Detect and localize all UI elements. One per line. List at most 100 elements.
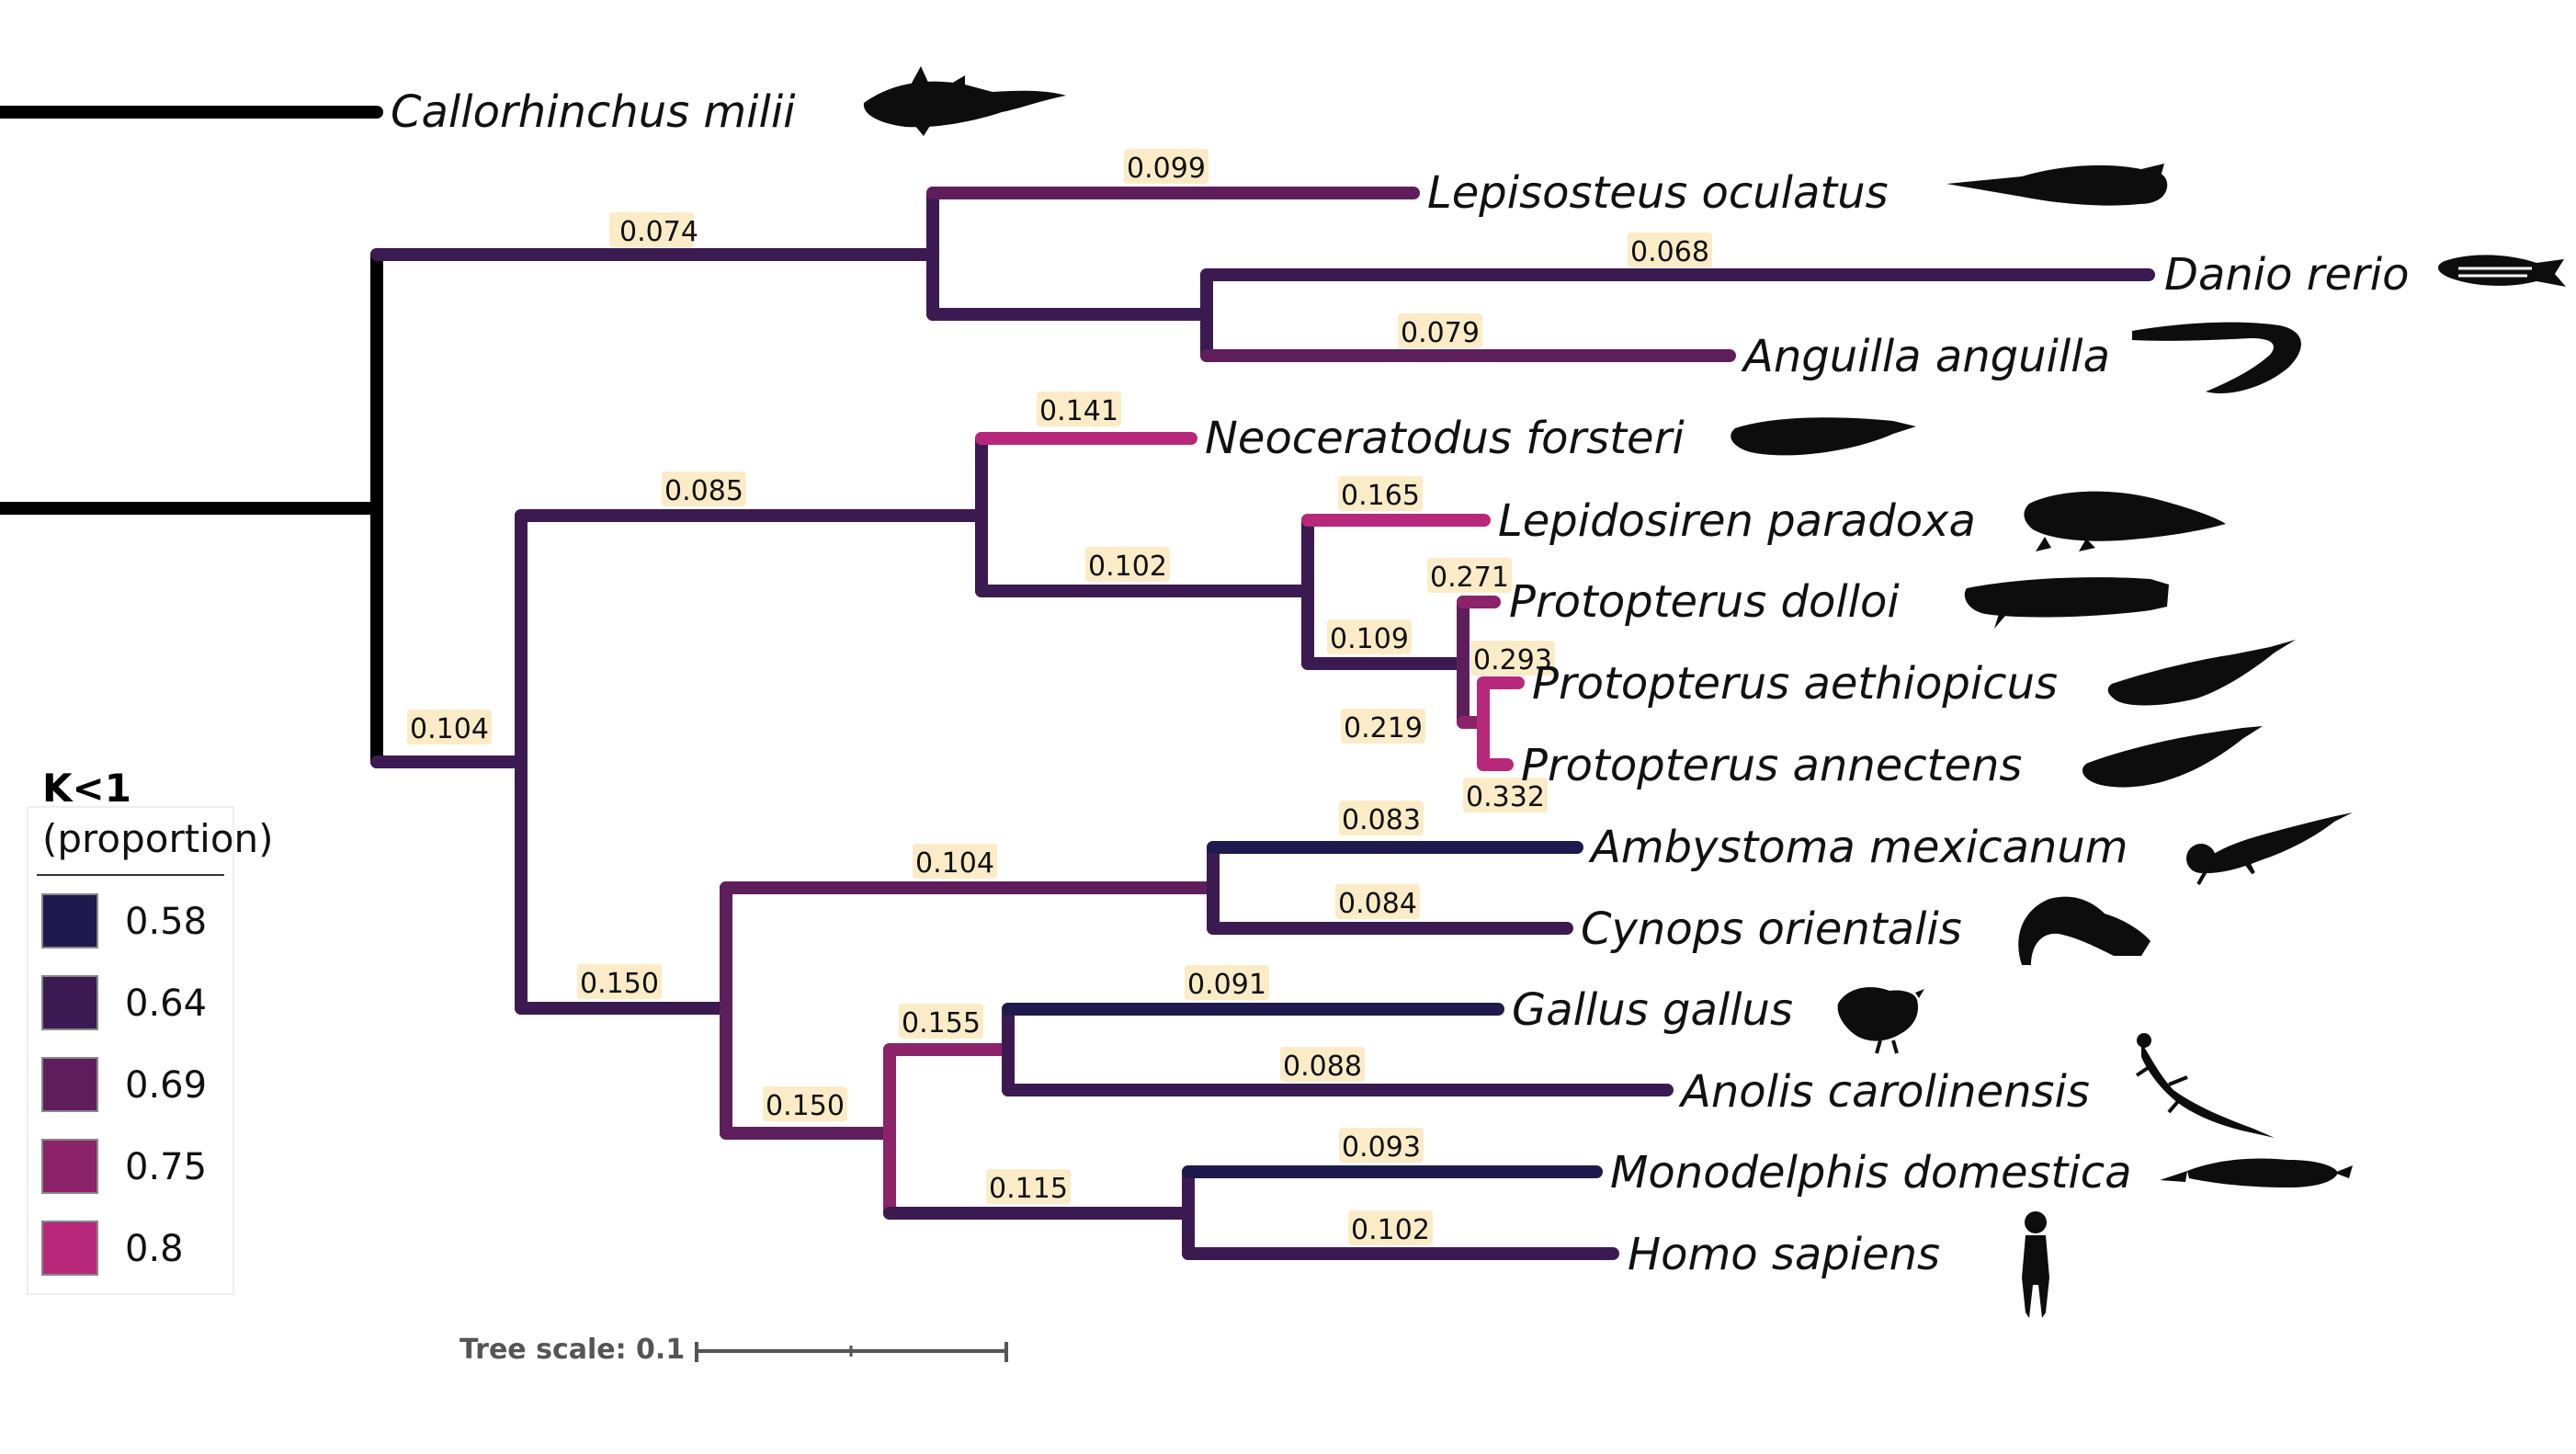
chimaera-icon: [863, 66, 1066, 136]
legend-value-2: 0.69: [125, 1064, 207, 1107]
taxon-label-p-dolloi: Protopterus dolloi: [1509, 576, 1900, 628]
branch-label-p-aethiopicus: 0.293: [1470, 641, 1555, 676]
taxon-label-neoceratodus: Neoceratodus forsteri: [1205, 413, 1685, 464]
branch-label-amphibia: 0.104: [913, 844, 997, 880]
newt-icon: [2018, 896, 2150, 965]
branch-label-monodelphis: 0.093: [1339, 1128, 1424, 1164]
branch-label-text: 0.102: [1088, 551, 1167, 583]
branch-label-text: 0.155: [902, 1007, 981, 1039]
branch-label-tetrapoda: 0.150: [577, 964, 662, 1000]
branch-label-p-dolloi: 0.271: [1427, 558, 1512, 594]
branch-label-protopterus: 0.109: [1327, 619, 1412, 655]
branch-label-cynops: 0.084: [1335, 884, 1420, 920]
branch-label-actinopterygii: 0.074: [609, 212, 698, 248]
branch-label-text: 0.068: [1630, 236, 1709, 268]
branch-label-text: 0.085: [664, 475, 743, 507]
taxon-label-monodelphis: Monodelphis domestica: [1610, 1147, 2132, 1198]
taxon-label-anguilla: Anguilla anguilla: [1741, 331, 2110, 382]
branch-label-text: 0.115: [989, 1173, 1068, 1205]
branch-label-text: 0.088: [1283, 1051, 1362, 1083]
legend-value-1: 0.64: [125, 983, 207, 1025]
branch-label-text: 0.150: [766, 1090, 845, 1122]
legend-frame: [27, 806, 234, 1295]
taxon-label-lepisosteus: Lepisosteus oculatus: [1427, 167, 1889, 219]
lungfish-icon: [1731, 417, 1916, 456]
branch-label-text: 0.109: [1330, 623, 1409, 655]
taxon-label-cynops: Cynops orientalis: [1581, 903, 1962, 955]
branch-label-anguilla: 0.079: [1398, 313, 1482, 349]
taxon-label-ambystoma: Ambystoma mexicanum: [1588, 822, 2128, 873]
taxon-label-homo: Homo sapiens: [1628, 1229, 1940, 1280]
chicken-icon: [1837, 987, 1924, 1054]
branch-label-neoceratodus: 0.141: [1037, 392, 1121, 427]
branch-label-text: 0.332: [1466, 781, 1545, 813]
legend-value-0: 0.58: [125, 901, 207, 943]
branch-label-lepisosteus: 0.099: [1124, 149, 1209, 185]
tree-scale-label: Tree scale: 0.1: [460, 1334, 685, 1366]
branch-label-text: 0.293: [1473, 644, 1552, 676]
tree-scale: Tree scale: 0.1: [460, 1334, 1008, 1366]
taxon-label-p-annectens: Protopterus annectens: [1521, 740, 2022, 791]
branch-label-text: 0.271: [1430, 562, 1509, 594]
zebrafish-icon: [2438, 255, 2566, 287]
taxon-label-anolis: Anolis carolinensis: [1678, 1066, 2090, 1118]
branch-label-lungfish: 0.085: [662, 471, 746, 507]
protopterus-dolloi-icon: [1964, 577, 2169, 629]
legend-value-3: 0.75: [125, 1146, 207, 1188]
taxon-label-p-aethiopicus: Protopterus aethiopicus: [1532, 658, 2058, 710]
branch-label-p-annectens: 0.332: [1463, 778, 1548, 813]
silhouettes: [863, 66, 2566, 1318]
branch-label-danio: 0.068: [1628, 233, 1712, 268]
branch-label-text: 0.141: [1039, 395, 1118, 427]
branch-label-text: 0.104: [410, 713, 489, 745]
opossum-icon: [2160, 1158, 2353, 1187]
protopterus-annectens-icon: [2082, 726, 2263, 788]
branch-label-amniota: 0.150: [763, 1086, 847, 1122]
branch-label-ambystoma: 0.083: [1339, 801, 1424, 836]
branch-label-text: 0.150: [580, 968, 659, 1000]
branch-label-anolis: 0.088: [1280, 1047, 1365, 1083]
branch-label-text: 0.165: [1341, 480, 1420, 512]
anole-icon: [2135, 1033, 2275, 1138]
legend-title: K<1: [42, 766, 131, 811]
branch-label-text: 0.074: [619, 216, 698, 248]
legend-swatch-2: [41, 1057, 98, 1112]
protopterus-aethiopicus-icon: [2107, 640, 2296, 706]
branch-label-text: 0.219: [1344, 712, 1423, 744]
taxon-label-callorhinchus: Callorhinchus milii: [391, 86, 796, 138]
legend-swatch-4: [41, 1221, 98, 1276]
eel-icon: [2132, 322, 2301, 394]
branch-label-text: 0.079: [1401, 317, 1480, 349]
branch-label-text: 0.102: [1351, 1214, 1430, 1246]
branch-label-text: 0.084: [1338, 888, 1417, 920]
branch-label-text: 0.099: [1127, 153, 1206, 185]
branch-label-text: 0.091: [1187, 969, 1266, 1001]
axolotl-icon: [2186, 812, 2353, 885]
branch-label-text: 0.093: [1342, 1131, 1421, 1164]
branch-label-sauropsida: 0.155: [899, 1004, 983, 1039]
human-icon: [2022, 1211, 2049, 1318]
legend-swatch-1: [41, 975, 98, 1030]
legend-value-4: 0.8: [125, 1228, 184, 1270]
branch-label-p-aeth-ann: 0.219: [1341, 709, 1425, 744]
taxon-labels: Callorhinchus milii Lepisosteus oculatus…: [391, 86, 2409, 1280]
lepidosiren-icon: [2024, 491, 2226, 551]
branch-label-sarcopterygii: 0.104: [407, 710, 492, 745]
branch-label-lepidosirenidae: 0.102: [1085, 547, 1170, 583]
legend-subtitle: (proportion): [42, 816, 274, 861]
gar-icon: [1946, 164, 2168, 206]
legend-swatch-0: [41, 893, 98, 949]
tree-branches: [0, 106, 2155, 1260]
branch-label-lepidosiren: 0.165: [1338, 476, 1423, 512]
taxon-label-danio: Danio rerio: [2164, 249, 2409, 301]
taxon-label-gallus: Gallus gallus: [1512, 984, 1793, 1036]
branch-label-text: 0.083: [1342, 804, 1421, 836]
branch-label-group: 0.074 0.099 0.068 0.079 0.141 0.085 0.10…: [407, 149, 1712, 1246]
branch-label-gallus: 0.091: [1185, 965, 1269, 1001]
legend-swatch-3: [41, 1139, 98, 1194]
taxon-label-lepidosiren: Lepidosiren paradoxa: [1498, 495, 1976, 547]
branch-label-homo: 0.102: [1348, 1210, 1433, 1246]
legend: K<1 (proportion) 0.58 0.64 0.69 0.75 0.8: [27, 766, 274, 1295]
branch-label-mammalia: 0.115: [986, 1169, 1071, 1205]
